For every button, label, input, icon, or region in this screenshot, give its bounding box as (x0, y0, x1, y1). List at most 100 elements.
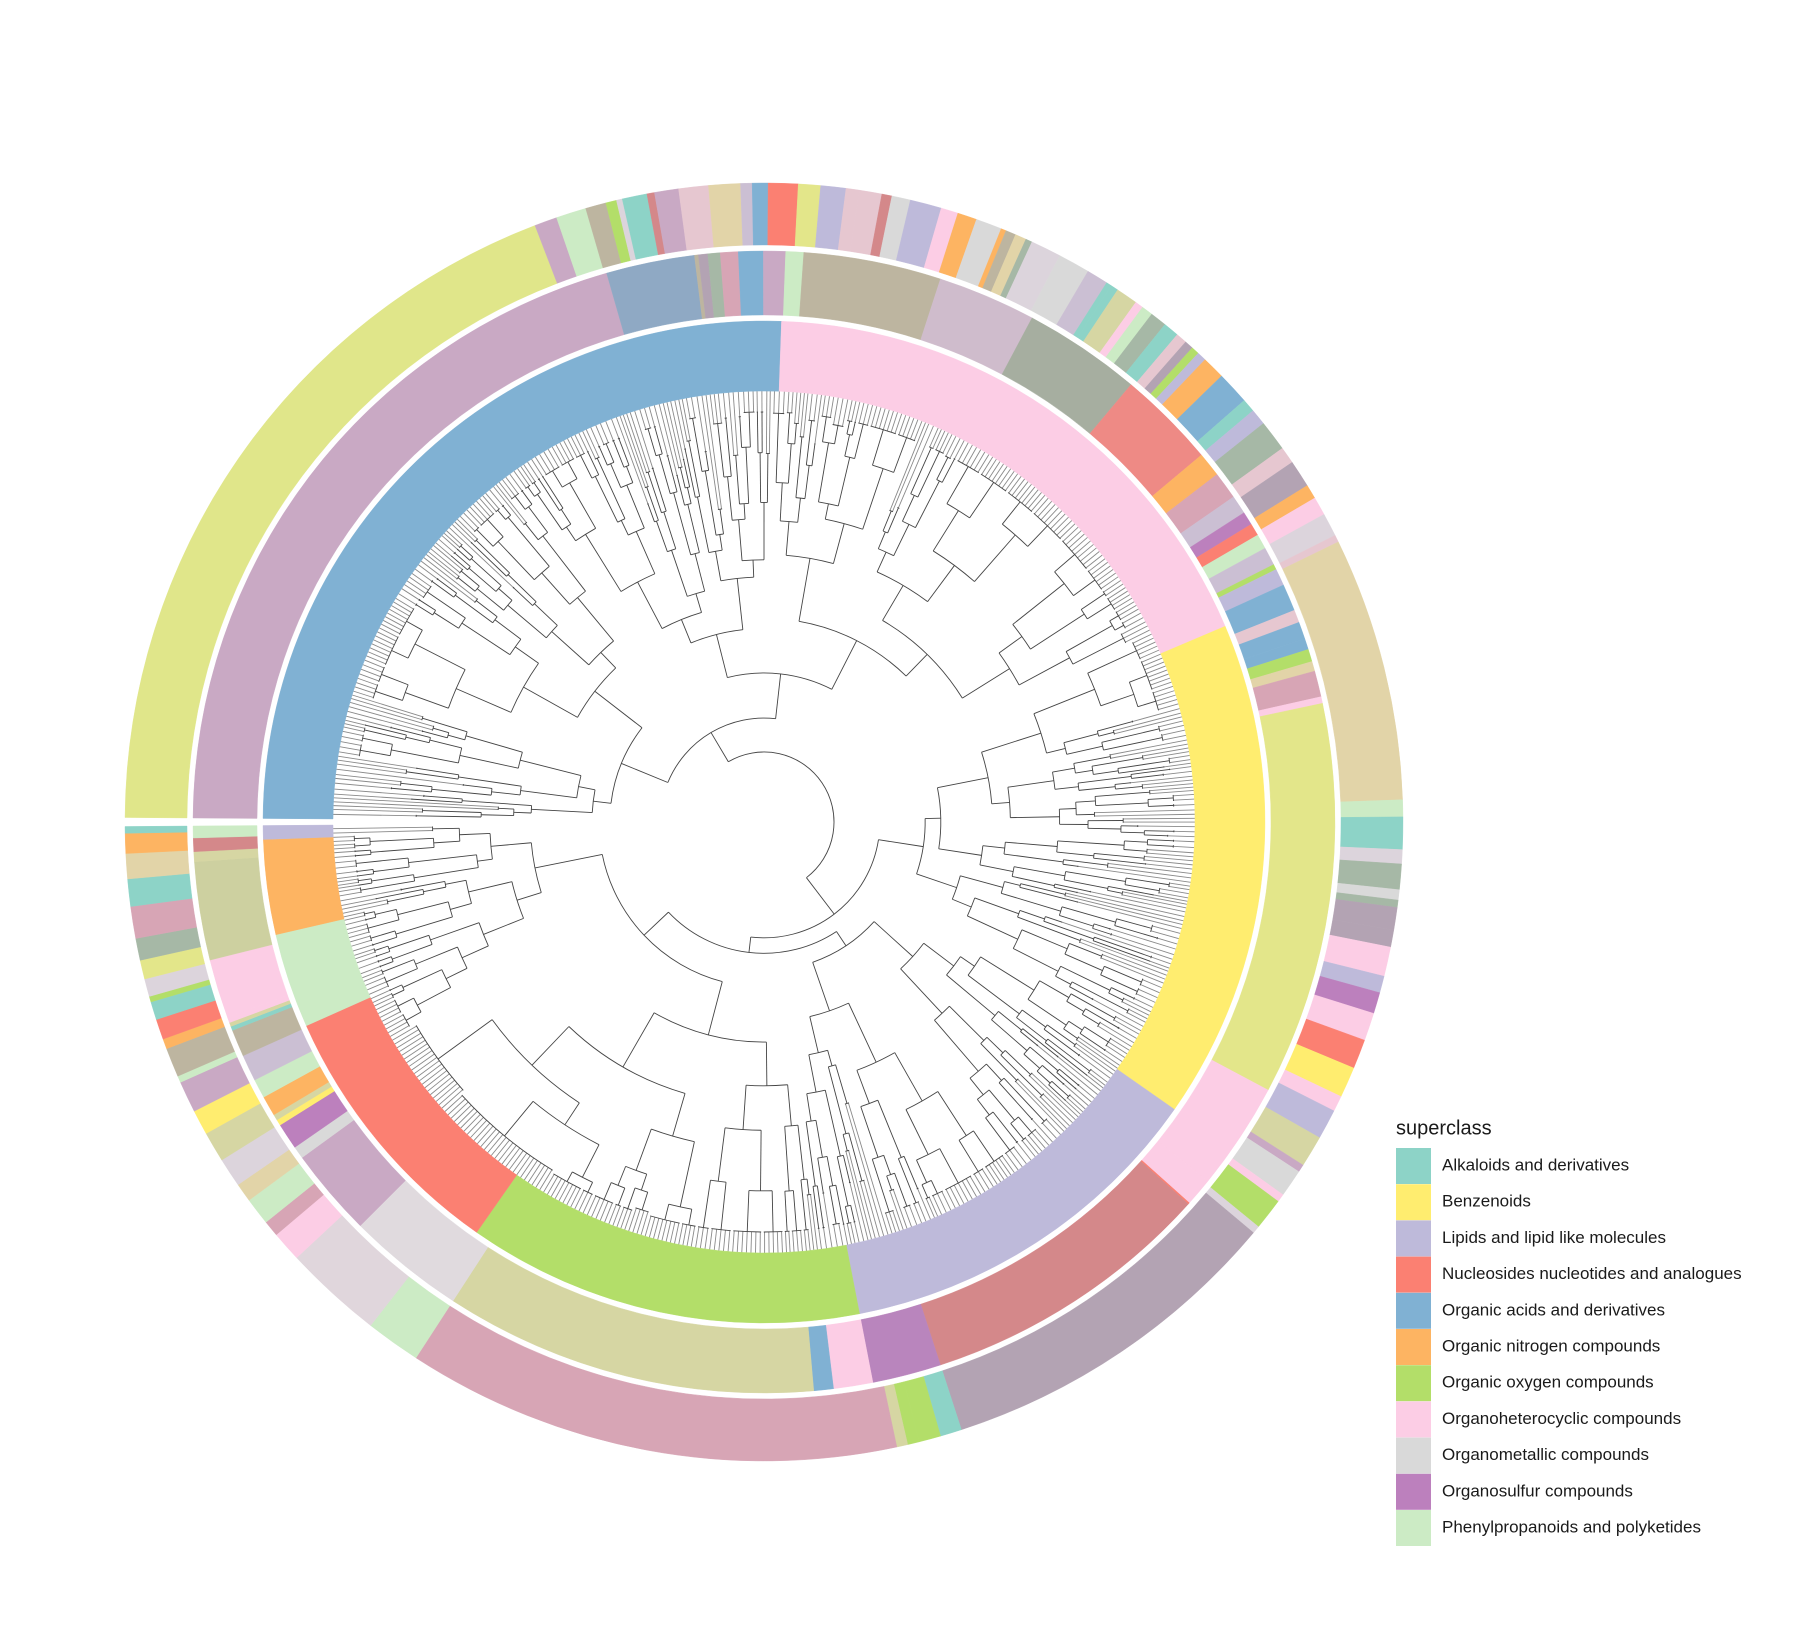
branch (365, 978, 384, 986)
branch (1123, 818, 1195, 819)
legend-swatch (1396, 1184, 1431, 1220)
branch (552, 632, 589, 665)
branch (361, 966, 381, 973)
legend-swatch (1396, 1438, 1431, 1474)
branch (1018, 1117, 1031, 1133)
branch (728, 752, 834, 878)
branch (720, 509, 723, 534)
branch (736, 455, 740, 504)
branch (628, 1188, 635, 1209)
branch (816, 1120, 822, 1157)
branch (532, 1026, 569, 1065)
branch (697, 396, 706, 451)
branch (390, 985, 402, 990)
branch (371, 990, 390, 999)
branch (693, 418, 702, 471)
branch (376, 889, 423, 898)
branch (571, 437, 580, 456)
branch (391, 788, 431, 792)
branch (939, 432, 948, 451)
branch (793, 1231, 794, 1252)
branch (477, 530, 493, 547)
branch (705, 1228, 708, 1249)
branch (462, 623, 510, 655)
branch (658, 1219, 663, 1239)
branch (933, 511, 958, 551)
branch (992, 1162, 1004, 1179)
branch (1075, 770, 1092, 773)
branch (1094, 810, 1194, 813)
branch (460, 755, 518, 768)
branch (1002, 471, 1014, 488)
branch (529, 507, 548, 533)
branch (1101, 694, 1134, 705)
branch (950, 438, 960, 458)
branch (1042, 1065, 1063, 1083)
branch (806, 878, 834, 914)
branch (788, 1085, 792, 1126)
branch (450, 903, 471, 909)
branch (1019, 658, 1070, 685)
ring-segment (607, 255, 703, 334)
legend-swatch (1396, 1510, 1431, 1546)
branch (333, 806, 422, 809)
branch (417, 988, 450, 1006)
branch (386, 1019, 405, 1029)
branch (341, 742, 362, 746)
branch (825, 1090, 840, 1156)
branch (649, 407, 655, 427)
branch (1057, 852, 1094, 856)
branch (1123, 626, 1147, 638)
branch (1024, 1054, 1040, 1068)
branch (1014, 1147, 1027, 1164)
branch (1153, 895, 1187, 901)
branch (665, 1204, 669, 1220)
branch (1067, 746, 1103, 754)
branch (1063, 864, 1078, 866)
branch (1078, 1085, 1094, 1098)
branch (950, 1187, 960, 1206)
branch (514, 812, 531, 813)
branch (947, 467, 968, 504)
branch (983, 846, 1005, 848)
branch (718, 424, 724, 478)
branch (1005, 842, 1057, 846)
branch (396, 598, 414, 609)
branch (1169, 755, 1190, 758)
branch (819, 1228, 822, 1249)
branch (718, 393, 721, 423)
branch (430, 1077, 452, 1095)
branch (409, 577, 428, 590)
branch (1062, 907, 1116, 922)
branch (432, 789, 491, 795)
branch (510, 474, 522, 491)
branch (423, 887, 445, 892)
branch (749, 412, 750, 447)
branch (986, 1167, 997, 1185)
branch (987, 1037, 1003, 1052)
legend-label: Lipids and lipid like molecules (1442, 1228, 1666, 1247)
branch (336, 871, 357, 874)
branch (1080, 548, 1096, 561)
branch (334, 848, 355, 849)
legend-swatch (1396, 1257, 1431, 1293)
branch (396, 917, 453, 934)
branch (560, 442, 570, 460)
branch (1088, 651, 1137, 673)
branch (1051, 514, 1066, 529)
branch (392, 990, 404, 995)
branch (974, 1174, 985, 1192)
branch (582, 1145, 599, 1178)
branch (1174, 841, 1195, 842)
branch (895, 1053, 922, 1101)
branch (844, 1224, 848, 1245)
branch (733, 1231, 735, 1252)
branch (825, 504, 828, 519)
branch (806, 421, 811, 465)
branch (406, 772, 458, 779)
branch (1144, 831, 1174, 832)
branch (977, 1099, 989, 1115)
branch (535, 854, 602, 867)
dendrogram (333, 391, 1195, 1253)
branch (613, 441, 623, 468)
